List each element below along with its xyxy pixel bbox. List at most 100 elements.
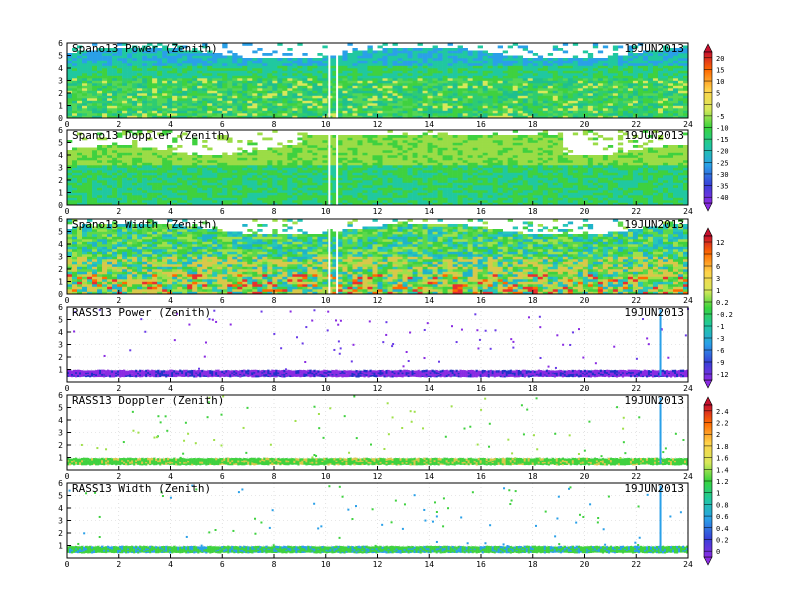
heat-cell [377, 103, 383, 106]
heat-cell [197, 50, 203, 54]
heat-cell [417, 80, 423, 84]
heat-cell [132, 98, 138, 101]
heat-cell [367, 135, 373, 138]
heat-cell [507, 58, 514, 61]
heat-cell [127, 65, 133, 69]
heat-cell [457, 88, 463, 91]
heat-cell [612, 103, 619, 106]
heat-cell [277, 182, 283, 186]
heat-cell [187, 55, 193, 59]
heat-cell [242, 197, 248, 201]
heat-cell [342, 135, 348, 138]
heat-cell [177, 93, 183, 96]
heat-cell [352, 145, 358, 148]
heat-cell [257, 197, 263, 201]
heat-cell [332, 185, 338, 188]
heat-cell [517, 110, 524, 114]
heat-cell [142, 58, 148, 61]
heat-cell [527, 93, 534, 96]
heat-cell [492, 65, 498, 69]
heat-cell [197, 100, 203, 104]
heat-cell [87, 150, 93, 153]
heat-cell [432, 105, 438, 109]
heat-cell [247, 103, 253, 106]
heat-cell [297, 150, 303, 153]
heat-cell [242, 202, 248, 206]
heat-cell [477, 45, 483, 49]
heat-cell [372, 113, 378, 116]
heat-cell [112, 53, 118, 56]
heat-cell [307, 60, 313, 64]
heat-cell [262, 197, 268, 201]
heat-cell [202, 60, 208, 64]
heat-cell [117, 98, 123, 101]
heat-cell [177, 108, 183, 111]
heat-cell [502, 63, 509, 66]
heat-cell [167, 85, 173, 89]
heat-cell [412, 108, 418, 111]
heat-cell [332, 155, 338, 158]
heat-cell [252, 192, 258, 196]
heat-cell [312, 73, 318, 76]
heat-cell [292, 95, 298, 99]
heat-cell [167, 75, 173, 79]
heat-cell [452, 73, 458, 76]
heat-cell [652, 93, 659, 96]
heat-cell [387, 167, 393, 171]
heat-cell [212, 187, 218, 191]
heat-cell [202, 105, 208, 109]
heat-cell [372, 195, 378, 198]
heat-cell [107, 182, 113, 186]
heat-cell [362, 58, 368, 61]
heat-cell [637, 73, 644, 76]
heat-cell [137, 70, 143, 74]
heat-cell [432, 65, 438, 69]
heat-cell [97, 90, 103, 94]
heat-cell [457, 55, 463, 59]
heat-cell [447, 53, 453, 56]
heat-cell [152, 45, 158, 49]
heat-cell [82, 160, 88, 163]
heat-cell [362, 187, 368, 191]
heat-cell [187, 192, 193, 196]
heat-cell [532, 70, 539, 74]
heat-cell [417, 95, 423, 99]
heat-cell [332, 100, 338, 104]
heat-cell [447, 68, 453, 71]
heat-cell [342, 85, 348, 89]
heat-cell [252, 197, 258, 201]
heat-cell [152, 100, 158, 104]
heat-cell [432, 80, 438, 84]
heat-cell [197, 182, 203, 186]
heat-cell [382, 142, 388, 146]
heat-cell [267, 150, 273, 153]
heat-cell [307, 75, 313, 79]
heat-cell [487, 63, 493, 66]
heat-cell [427, 105, 433, 109]
heat-cell [222, 45, 228, 49]
heat-cell [272, 85, 278, 89]
heat-cell [257, 93, 263, 96]
heat-cell [212, 73, 218, 76]
heat-cell [167, 65, 173, 69]
heat-cell [477, 70, 483, 74]
heat-cell [457, 110, 463, 114]
heat-cell [312, 70, 318, 74]
heat-cell [332, 83, 338, 86]
heat-cell [392, 78, 398, 81]
heat-cell [117, 70, 123, 74]
heat-cell [162, 202, 168, 206]
heat-cell [142, 90, 148, 94]
heat-cell [612, 85, 619, 89]
heat-cell [472, 53, 478, 56]
heat-cell [112, 105, 118, 109]
heat-cell [662, 48, 669, 51]
heat-cell [647, 65, 654, 69]
heat-cell [297, 85, 303, 89]
heat-cell [102, 60, 108, 64]
heat-cell [487, 53, 493, 56]
heat-cell [97, 157, 103, 161]
heat-cell [372, 70, 378, 74]
heat-cell [427, 108, 433, 111]
heat-cell [237, 100, 243, 104]
